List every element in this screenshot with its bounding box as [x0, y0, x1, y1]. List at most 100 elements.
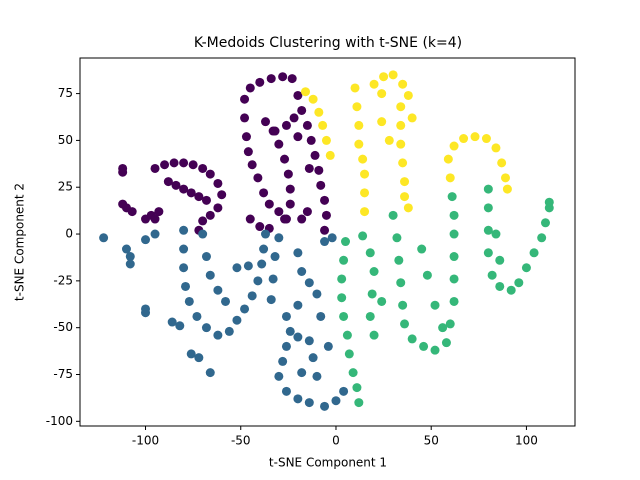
point — [312, 371, 322, 381]
point — [398, 300, 408, 310]
x-tick-label: -50 — [231, 434, 251, 448]
point — [192, 311, 202, 321]
point — [281, 311, 291, 321]
point — [514, 278, 524, 288]
point — [365, 248, 375, 258]
point — [403, 90, 413, 100]
point — [339, 311, 349, 321]
point — [367, 289, 377, 299]
point — [198, 216, 208, 226]
point — [224, 326, 234, 336]
point — [232, 263, 242, 273]
point — [184, 296, 194, 306]
point — [396, 120, 406, 130]
point — [310, 150, 320, 160]
point — [316, 311, 326, 321]
point — [339, 386, 349, 396]
point — [301, 87, 311, 97]
point — [394, 255, 404, 265]
point — [304, 398, 314, 408]
point — [274, 371, 284, 381]
chart-title: K-Medoids Clustering with t-SNE (k=4) — [194, 35, 462, 51]
point — [445, 173, 455, 183]
point — [360, 188, 370, 198]
point — [540, 218, 550, 228]
point — [278, 72, 288, 82]
point — [171, 180, 181, 190]
point — [306, 135, 316, 145]
plot-frame — [79, 57, 576, 427]
point — [141, 235, 151, 245]
y-tick-label: 50 — [58, 133, 73, 147]
point — [497, 158, 507, 168]
point — [261, 117, 271, 127]
point — [506, 285, 516, 295]
point — [232, 315, 242, 325]
point — [270, 126, 280, 136]
point — [449, 229, 459, 239]
point — [419, 341, 429, 351]
point — [483, 184, 493, 194]
point — [201, 323, 211, 333]
point — [293, 248, 303, 258]
point — [483, 225, 493, 235]
point — [268, 274, 278, 284]
y-tick-label: -50 — [53, 320, 73, 334]
point — [320, 237, 330, 247]
point — [445, 319, 455, 329]
point — [266, 74, 276, 84]
point — [321, 135, 331, 145]
point — [205, 270, 215, 280]
point — [205, 368, 215, 378]
point — [297, 368, 307, 378]
point — [339, 255, 349, 265]
point — [377, 89, 387, 99]
point — [438, 323, 448, 333]
point — [321, 210, 331, 220]
point — [304, 336, 314, 346]
point — [213, 178, 223, 188]
point — [293, 394, 303, 404]
point — [470, 132, 480, 142]
point — [167, 317, 177, 327]
point — [297, 266, 307, 276]
point — [205, 210, 215, 220]
y-tick-label: 25 — [58, 180, 73, 194]
y-axis-label: t-SNE Component 2 — [13, 183, 27, 301]
point — [245, 214, 255, 224]
y-tick-label: 75 — [58, 86, 73, 100]
point — [261, 229, 271, 239]
point — [194, 192, 204, 202]
point — [285, 184, 295, 194]
point — [141, 308, 151, 318]
point — [320, 401, 330, 411]
point — [483, 203, 493, 213]
point — [217, 190, 227, 200]
point — [175, 321, 185, 331]
point — [285, 199, 295, 209]
point — [257, 259, 267, 269]
point — [179, 244, 189, 254]
point — [392, 233, 402, 243]
point — [293, 332, 303, 342]
point — [240, 113, 250, 123]
point — [422, 270, 432, 280]
point — [188, 160, 198, 170]
point — [266, 295, 276, 305]
point — [186, 188, 196, 198]
point — [285, 326, 295, 336]
point — [407, 334, 417, 344]
point — [255, 77, 265, 87]
point — [297, 214, 307, 224]
point — [360, 169, 370, 179]
point — [529, 248, 539, 258]
point — [388, 210, 398, 220]
point — [198, 163, 208, 173]
point — [358, 154, 368, 164]
point — [521, 263, 531, 273]
point — [125, 252, 135, 262]
point — [441, 338, 451, 348]
y-tick-label: 0 — [65, 227, 73, 241]
point — [240, 304, 250, 314]
